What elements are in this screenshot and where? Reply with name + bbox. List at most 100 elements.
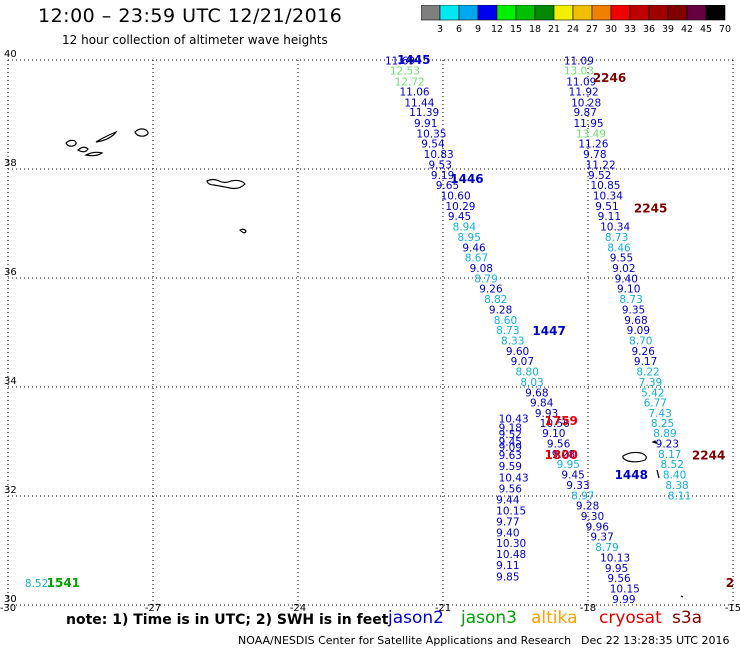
- wave-height-point: 11.69: [385, 55, 415, 67]
- x-tick-label: -27: [145, 603, 161, 614]
- wave-height-point: 11.06: [400, 86, 430, 98]
- wave-height-point: 9.45: [561, 470, 584, 482]
- wave-height-point: 10.60: [441, 191, 471, 203]
- wave-height-point: 5.42: [641, 387, 664, 399]
- wave-height-point: 9.54: [421, 139, 445, 151]
- island-terceira: [134, 128, 149, 137]
- chart-subtitle: 12 hour collection of altimeter wave hei…: [62, 33, 328, 47]
- x-tick-label: -15: [725, 603, 740, 614]
- wave-height-point: 11.09: [564, 55, 594, 67]
- wave-height-point: 9.17: [634, 356, 657, 368]
- island-sao-jorge: [95, 130, 118, 143]
- wave-height-points: 11.6912.5312.7211.0611.4411.399.9110.359…: [25, 55, 691, 605]
- wave-height-point: 8.73: [605, 232, 628, 244]
- wave-height-point: 9.60: [506, 346, 529, 358]
- wave-height-point: 9.37: [590, 532, 613, 544]
- colorbar-label: 45: [700, 24, 712, 35]
- wave-height-point: 10.34: [593, 191, 623, 203]
- wave-height-point: 9.56: [607, 573, 631, 585]
- wave-height-point: 10.29: [445, 201, 475, 213]
- wave-height-point: 9.59: [499, 461, 522, 473]
- wave-height-point: 9.28: [552, 449, 575, 461]
- wave-height-point: 9.95: [605, 563, 628, 575]
- colorbar-swatch: [591, 5, 612, 21]
- colorbar-swatch: [667, 5, 688, 21]
- island-desertas: [656, 469, 660, 479]
- wave-height-point: 11.95: [574, 118, 604, 130]
- wave-height-point: 8.95: [458, 232, 481, 244]
- wave-height-point: 9.18: [499, 423, 522, 435]
- wave-height-point: 9.23: [656, 438, 679, 450]
- wave-height-point: 9.96: [586, 521, 610, 533]
- wave-height-point: 11.39: [409, 107, 439, 119]
- wave-height-point: 11.44: [404, 97, 434, 109]
- pass-time-labels: 1445 1446 1447 1448 1541 1800 1759 2246 2245 2244…: [47, 53, 734, 590]
- wave-height-point: 10.56: [540, 418, 570, 430]
- colorbar-swatch: [496, 5, 517, 21]
- colorbar-swatch: [534, 5, 555, 21]
- wave-height-point: 9.19: [431, 170, 454, 182]
- y-tick-label: 38: [4, 158, 17, 169]
- y-tick-label: 40: [4, 49, 17, 60]
- colorbar-label: 42: [681, 24, 693, 35]
- pass-time-label: 1541: [47, 576, 80, 590]
- colorbar-swatch: [705, 5, 726, 21]
- colorbar-label: 70: [719, 24, 731, 35]
- wave-height-point: 10.43: [499, 413, 529, 425]
- legend-jason2: jason2: [388, 608, 444, 628]
- wave-height-point: 9.77: [496, 516, 519, 528]
- wave-height-point: 8.79: [474, 273, 497, 285]
- legend-cryosat: cryosat: [599, 608, 662, 628]
- wave-height-point: 9.30: [581, 511, 604, 523]
- wave-height-point: 9.26: [632, 346, 656, 358]
- wave-height-point: 9.46: [462, 242, 486, 254]
- wave-height-point: 11.22: [586, 159, 616, 171]
- wave-height-point: 10.13: [600, 552, 630, 564]
- colorbar-swatch: [629, 5, 650, 21]
- wave-height-point: 13.03: [564, 66, 594, 78]
- wave-height-point: 11.09: [566, 77, 596, 89]
- wave-height-point: 10.15: [496, 506, 526, 518]
- legend-s3a: s3a: [672, 608, 703, 628]
- island-sao-miguel: [206, 178, 246, 190]
- y-tick-label: 36: [4, 267, 17, 278]
- colorbar-swatch: [686, 5, 707, 21]
- colorbar-label: 24: [567, 24, 579, 35]
- island-faial: [76, 146, 89, 153]
- wave-height-point: 6.77: [644, 398, 667, 410]
- wave-height-point: 8.38: [665, 480, 688, 492]
- wave-height-point: 8.94: [453, 222, 477, 234]
- wave-height-point: 8.03: [520, 377, 543, 389]
- wave-height-point: 9.85: [496, 571, 519, 583]
- wave-height-point: 9.52: [499, 429, 522, 441]
- x-tick-label: -24: [290, 603, 306, 614]
- colorbar-swatch: [421, 5, 441, 21]
- chart-title: 12:00 – 23:59 UTC 12/21/2016: [38, 5, 343, 27]
- footer-credit: NOAA/NESDIS Center for Satellite Applica…: [238, 634, 572, 647]
- pass-time-label: 2244: [692, 448, 725, 462]
- wave-height-point: 9.68: [624, 315, 647, 327]
- colorbar-swatch: [439, 5, 460, 21]
- pass-time-label: 1445: [397, 53, 430, 67]
- wave-height-point: 9.10: [542, 428, 565, 440]
- footer-timestamp: Dec 22 13:28:35 UTC 2016: [581, 634, 730, 647]
- wave-height-point: 10.15: [610, 583, 640, 595]
- wave-height-point: 11.92: [569, 86, 599, 98]
- pass-time-label: 1447: [532, 324, 565, 338]
- colorbar-label: 21: [548, 24, 560, 35]
- axes-labels: -30 -27 -24 -21 -18 -15 30 32 34 36 38 40: [0, 49, 740, 614]
- wave-height-point: 9.09: [499, 442, 522, 454]
- y-tick-label: 30: [4, 594, 17, 605]
- wave-height-point: 8.73: [619, 294, 642, 306]
- wave-height-point: 9.10: [617, 284, 640, 296]
- wave-height-point: 8.25: [651, 418, 674, 430]
- wave-height-point: 8.80: [516, 367, 539, 379]
- colorbar-label: 33: [624, 24, 636, 35]
- wave-height-point: 9.56: [547, 438, 571, 450]
- wave-height-point: 9.95: [557, 459, 580, 471]
- wave-height-point: 9.91: [414, 118, 437, 130]
- wave-height-point: 12.72: [395, 77, 425, 89]
- colorbar-label: 3: [437, 24, 443, 35]
